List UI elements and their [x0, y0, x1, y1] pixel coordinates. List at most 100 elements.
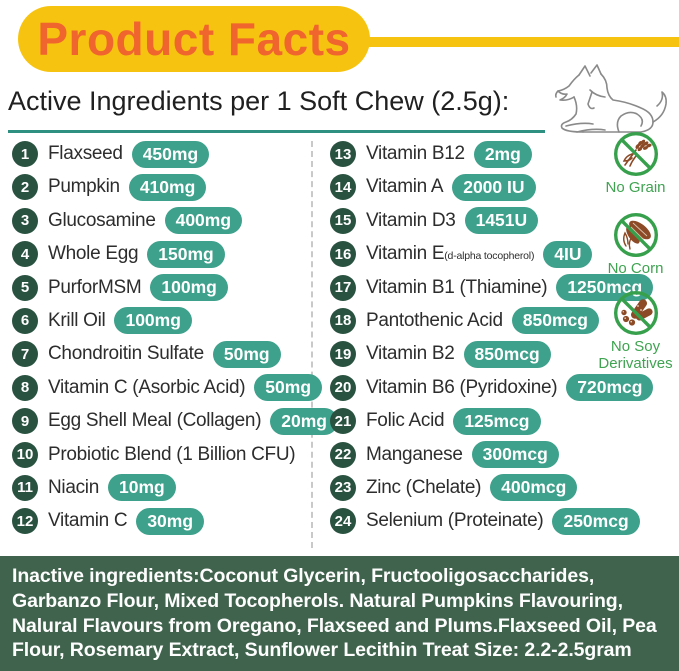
no-soy-icon [613, 291, 658, 335]
ingredient-row: 14 Vitamin A 2000 IU [330, 173, 653, 201]
ingredient-label: Vitamin C (Asorbic Acid) [48, 376, 246, 398]
ingredient-label: Vitamin B1 (Thiamine) [366, 276, 548, 298]
ingredient-amount-pill: 410mg [128, 173, 207, 201]
ingredient-amount-pill: 1250mcg [556, 274, 654, 302]
badge-no-grain: No Grain [592, 130, 679, 197]
ingredient-amount-pill: 150mg [147, 240, 225, 268]
ingredient-number-badge: 12 [12, 508, 38, 535]
ingredient-label: Vitamin E(d-alpha tocopherol) [366, 243, 535, 265]
ingredient-amount-pill: 30mg [136, 507, 205, 535]
ingredients-column-right: 13 Vitamin B12 2mg 14 Vitamin A 2000 IU 15 Vita… [330, 140, 654, 542]
no-grain-icon [613, 132, 658, 176]
ingredient-label: Flaxseed [48, 143, 123, 164]
ingredient-row: 6 Krill Oil 100mg [12, 307, 338, 335]
ingredient-label: Chondroitin Sulfate [48, 343, 204, 365]
ingredient-number-badge: 6 [12, 307, 38, 334]
ingredient-number-badge: 7 [12, 341, 38, 368]
ingredient-label: Selenium (Proteinate) [366, 510, 544, 532]
inactive-ingredients-text: Inactive ingredients:Coconut Glycerin, F… [12, 565, 657, 662]
ingredient-row: 10 Probiotic Blend (1 Billion CFU) [12, 441, 338, 468]
ingredient-label: Probiotic Blend (1 Billion CFU) [48, 443, 296, 465]
ingredient-amount-pill: 100mg [150, 274, 228, 302]
ingredient-row: 2 Pumpkin 410mg [12, 173, 338, 201]
dog-sketch-illustration [554, 64, 667, 133]
ingredient-row: 15 Vitamin D3 1451U [330, 207, 653, 235]
ingredient-row: 20 Vitamin B6 (Pyridoxine) 720mcg [330, 374, 654, 402]
ingredient-label: Pantothenic Acid [366, 309, 503, 331]
ingredient-label: PurforMSM [48, 276, 142, 298]
ingredient-label: Manganese [366, 443, 463, 465]
ingredient-amount-pill: 50mg [212, 340, 281, 368]
ingredient-amount-pill: 400mcg [490, 474, 578, 502]
ingredient-number-badge: 1 [12, 141, 38, 167]
ingredient-amount-pill: 125mcg [453, 407, 541, 435]
ingredient-amount-pill: 450mg [131, 140, 210, 168]
ingredient-row: 21 Folic Acid 125mcg [330, 407, 653, 435]
ingredient-label: Egg Shell Meal (Collagen) [48, 410, 262, 432]
title-connector-line [320, 37, 679, 47]
badge-no-soy: No Soy Derivatives [592, 289, 679, 372]
ingredient-number-badge: 20 [330, 374, 356, 401]
ingredient-row: 12 Vitamin C 30mg [12, 507, 338, 535]
ingredient-number-badge: 21 [330, 408, 356, 435]
heading-underline [8, 130, 545, 133]
ingredient-number-badge: 15 [330, 207, 356, 234]
ingredient-row: 18 Pantothenic Acid 850mcg [330, 307, 653, 335]
column-divider [311, 141, 313, 548]
badge-label: No Grain [605, 179, 666, 196]
ingredient-label: Vitamin B12 [366, 143, 465, 164]
ingredient-row: 24 Selenium (Proteinate) 250mcg [330, 507, 653, 535]
ingredient-number-badge: 17 [330, 274, 356, 301]
ingredient-number-badge: 10 [12, 441, 38, 468]
ingredient-number-badge: 14 [330, 174, 356, 201]
ingredient-amount-pill: 2000 IU [452, 173, 536, 201]
no-corn-icon [613, 213, 658, 257]
ingredient-amount-pill: 250mcg [552, 507, 640, 535]
ingredient-label: Vitamin C [48, 510, 128, 532]
ingredient-label: Pumpkin [48, 176, 120, 198]
ingredient-row: 3 Glucosamine 400mg [12, 207, 338, 235]
ingredient-label: Whole Egg [48, 243, 139, 265]
ingredient-label: Niacin [48, 476, 99, 498]
ingredient-row: 7 Chondroitin Sulfate 50mg [12, 340, 338, 368]
ingredient-row: 23 Zinc (Chelate) 400mcg [330, 474, 653, 502]
ingredient-number-badge: 4 [12, 241, 38, 268]
ingredient-amount-pill: 20mg [270, 407, 338, 435]
ingredient-amount-pill: 4IU [543, 240, 593, 268]
ingredient-number-badge: 8 [12, 374, 38, 401]
ingredient-label: Zinc (Chelate) [366, 476, 482, 498]
ingredient-amount-pill: 400mg [164, 207, 243, 235]
ingredient-row: 11 Niacin 10mg [12, 474, 338, 502]
ingredient-label: Vitamin A [366, 176, 444, 198]
ingredient-row: 22 Manganese 300mcg [330, 441, 653, 469]
active-ingredients-heading: Active Ingredients per 1 Soft Chew (2.5g… [8, 86, 510, 116]
ingredient-row: 4 Whole Egg 150mg [12, 240, 338, 268]
ingredient-number-badge: 22 [330, 441, 356, 468]
ingredient-amount-pill: 850mcg [463, 340, 551, 368]
ingredient-amount-pill: 720mcg [566, 374, 654, 402]
ingredient-number-badge: 16 [330, 241, 356, 268]
inactive-ingredients-panel: Inactive ingredients:Coconut Glycerin, F… [0, 556, 679, 671]
ingredient-row: 16 Vitamin E(d-alpha tocopherol) 4IU [330, 240, 653, 268]
ingredient-number-badge: 11 [12, 474, 38, 501]
ingredient-label: Krill Oil [48, 309, 106, 331]
ingredient-row: 1 Flaxseed 450mg [12, 140, 338, 168]
ingredients-column-left: 1 Flaxseed 450mg 2 Pumpkin 410mg 3 Glucosamine 4… [12, 140, 338, 542]
ingredient-number-badge: 18 [330, 307, 356, 334]
ingredient-label: Vitamin D3 [366, 209, 456, 231]
ingredient-number-badge: 9 [12, 408, 38, 435]
ingredient-amount-pill: 850mcg [511, 307, 599, 335]
badge-no-corn: No Corn [592, 211, 679, 278]
ingredient-amount-pill: 10mg [108, 474, 176, 502]
ingredient-number-badge: 13 [330, 141, 356, 167]
ingredient-amount-pill: 1451U [464, 207, 539, 235]
ingredient-row: 9 Egg Shell Meal (Collagen) 20mg [12, 407, 338, 435]
ingredient-row: 13 Vitamin B12 2mg [330, 140, 653, 168]
dietary-badges: No Grain [592, 130, 679, 380]
ingredient-number-badge: 3 [12, 207, 38, 234]
ingredient-amount-pill: 2mg [473, 140, 532, 168]
page-title: Product Facts [37, 13, 351, 65]
badge-label: No Corn [607, 260, 664, 277]
ingredient-label: Folic Acid [366, 410, 445, 432]
